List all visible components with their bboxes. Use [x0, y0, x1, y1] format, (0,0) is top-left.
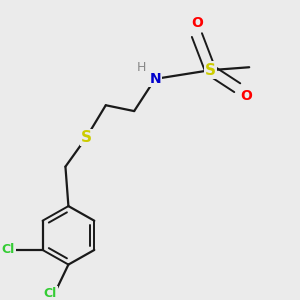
Text: Cl: Cl — [44, 287, 57, 300]
Text: O: O — [191, 16, 203, 30]
Text: O: O — [240, 89, 252, 103]
Text: Cl: Cl — [2, 244, 15, 256]
Text: S: S — [205, 63, 216, 78]
Text: N: N — [149, 72, 161, 86]
Text: S: S — [81, 130, 92, 145]
Text: H: H — [137, 61, 146, 74]
